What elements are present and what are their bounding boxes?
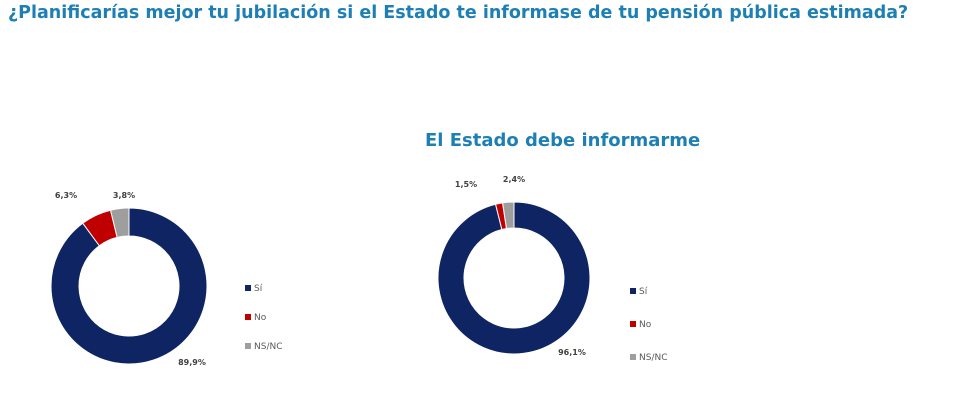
chart-1-legend-swatch-nsnc <box>245 343 251 349</box>
chart-1-slices <box>50 207 208 365</box>
chart-2-legend-swatch-no <box>630 321 636 327</box>
chart-1-label-si: 89,9% <box>178 358 206 367</box>
chart-2-slice-labels: 96,1% 1,5% 2,4% <box>455 175 586 357</box>
chart-1-label-no: 6,3% <box>55 191 77 200</box>
chart-2-slices <box>437 201 591 355</box>
chart-2-legend-swatch-si <box>630 288 636 294</box>
chart-1-label-nsnc: 3,8% <box>113 191 135 200</box>
chart-2-label-si: 96,1% <box>558 348 586 357</box>
chart-2-title: El Estado debe informarme <box>425 130 701 151</box>
chart-1-slice-labels: 89,9% 6,3% 3,8% <box>55 191 206 367</box>
chart-2-label-nsnc: 2,4% <box>503 175 525 184</box>
chart-1-legend-swatch-no <box>245 314 251 320</box>
chart-1-slice-nsnc <box>109 207 130 239</box>
chart-2-label-no: 1,5% <box>455 180 477 189</box>
chart-2-legend-label-si: Sí <box>639 287 648 297</box>
chart-1-slice-si <box>50 207 208 365</box>
page-title: ¿Planificarías mejor tu jubilación si el… <box>8 3 909 23</box>
chart-1-legend-label-no: No <box>254 313 267 323</box>
chart-1-legend-label-nsnc: NS/NC <box>254 342 283 352</box>
chart-1-legend-label-si: Sí <box>254 284 263 294</box>
chart-2-slice-si <box>437 201 591 355</box>
chart-2-legend: Sí No NS/NC <box>630 287 668 363</box>
chart-2-legend-swatch-nsnc <box>630 354 636 360</box>
chart-1-legend: Sí No NS/NC <box>245 284 283 352</box>
chart-2-legend-label-no: No <box>639 320 652 330</box>
chart-2-slice-nsnc <box>502 201 515 230</box>
chart-1-legend-swatch-si <box>245 285 251 291</box>
chart-2-legend-label-nsnc: NS/NC <box>639 353 668 363</box>
